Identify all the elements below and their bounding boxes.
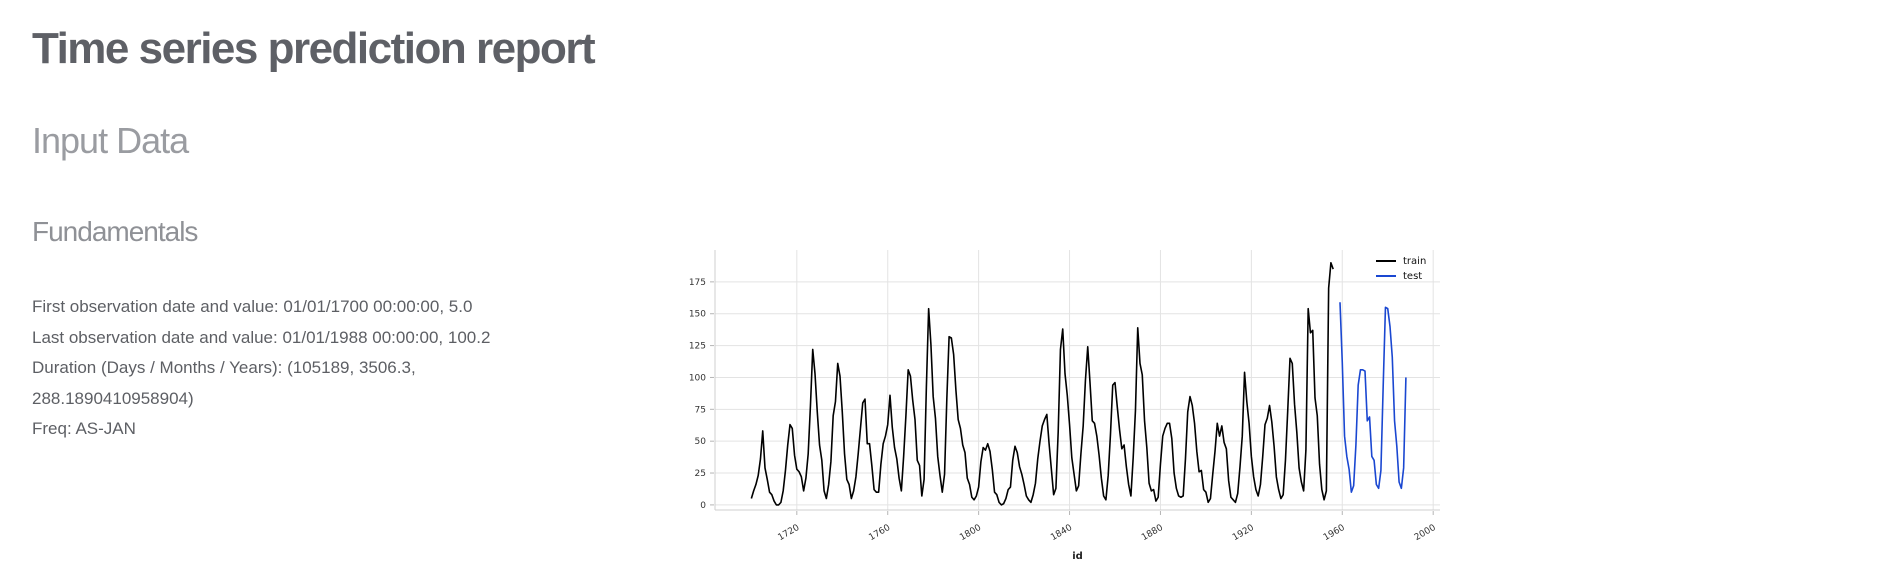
series-line-test [1339, 302, 1407, 493]
x-tick-label: 1880 [1140, 523, 1165, 543]
time-series-chart: 0 25 50 75 100 125 150 175 1720 1760 1800 1840 1880 1… [689, 250, 1440, 562]
subsection-title: Fundamentals [32, 216, 198, 247]
x-tick-label: 1720 [776, 523, 801, 543]
y-tick-label: 125 [689, 342, 706, 352]
section-title: Input Data [32, 120, 189, 161]
x-tick-label: 1760 [867, 523, 892, 543]
y-tick-label: 100 [689, 373, 706, 383]
y-tick-label: 25 [695, 469, 706, 479]
y-tick-label: 0 [700, 501, 706, 511]
x-tick-label: 1920 [1231, 523, 1256, 543]
grid-lines [715, 250, 1440, 510]
x-tick-label: 1800 [958, 523, 983, 543]
x-tick-label: 2000 [1413, 523, 1438, 543]
x-tick-label: 1840 [1049, 523, 1074, 543]
legend-label-test: test [1403, 271, 1422, 282]
y-tick-label: 75 [695, 405, 706, 415]
series-lines [750, 261, 1407, 506]
x-tick-label: 1960 [1322, 523, 1347, 543]
first-observation-text: First observation date and value: 01/01/… [32, 297, 473, 316]
series-line-train [750, 261, 1334, 506]
y-tick-label: 175 [689, 278, 706, 288]
duration-text: Duration (Days / Months / Years): (10518… [32, 358, 416, 377]
duration-text-continued: 288.1890410958904) [32, 388, 194, 408]
legend: train test [1376, 256, 1426, 282]
x-axis-label: id [1072, 551, 1083, 562]
y-tick-label: 50 [695, 437, 707, 447]
report-title: Time series prediction report [32, 24, 596, 73]
legend-label-train: train [1403, 256, 1426, 267]
frequency-text: Freq: AS-JAN [32, 419, 136, 438]
y-tick-label: 150 [689, 310, 706, 320]
last-observation-text: Last observation date and value: 01/01/1… [32, 327, 491, 347]
fundamentals-list: First observation date and value: 01/01/… [32, 292, 502, 445]
